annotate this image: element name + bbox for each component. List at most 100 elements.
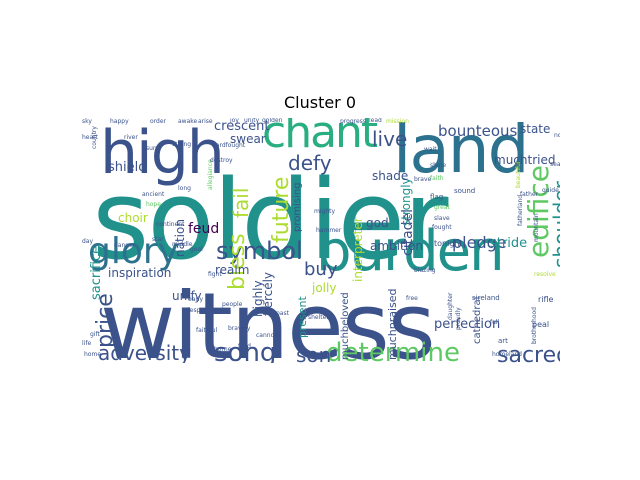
- word-bounteous: bounteous: [438, 122, 518, 140]
- chart-title: Cluster 0: [283, 93, 357, 112]
- word-sound: sound: [454, 187, 475, 195]
- word-order: order: [150, 118, 167, 125]
- word-tonight: tonight: [434, 239, 463, 248]
- word-allegiance: allegiance: [207, 159, 214, 190]
- word-shine: shine: [430, 162, 446, 169]
- word-death: death: [306, 307, 324, 314]
- word-home: home: [84, 351, 101, 358]
- word-shoulder: shoulder: [549, 180, 573, 268]
- word-live: live: [372, 127, 407, 151]
- word-asiduous: asiduous: [566, 169, 579, 218]
- word-art: art: [498, 337, 508, 345]
- word-field: field: [238, 343, 251, 350]
- word-fatherland: fatherland: [517, 195, 524, 226]
- word-song: song: [214, 338, 276, 368]
- word-daughter: daughter: [447, 292, 454, 320]
- word-lead: lead: [369, 117, 382, 124]
- word-son: son: [296, 343, 331, 367]
- word-present: present: [296, 295, 309, 338]
- word-free: free: [406, 295, 418, 302]
- word-peal: peal: [532, 320, 549, 329]
- word-glory: glory: [88, 231, 179, 272]
- word-ambition: ambition: [370, 239, 423, 253]
- word-price: price: [93, 293, 118, 348]
- word-future: future: [269, 177, 294, 243]
- word-soldier: soldier: [92, 156, 449, 284]
- word-ancient: ancient: [142, 191, 165, 198]
- word-proudly: proudly: [455, 307, 462, 330]
- word-people: people: [222, 301, 243, 308]
- word-nation: nation: [173, 219, 187, 257]
- word-sireland: sireland: [472, 294, 500, 302]
- word-defy: defy: [288, 151, 332, 175]
- word-mighty: mighty: [314, 208, 335, 215]
- word-pledge: pledge: [452, 233, 507, 252]
- word-witness: witness: [100, 273, 434, 380]
- word-shade: shade: [372, 169, 408, 183]
- word-arise: arise: [198, 118, 213, 125]
- word-golden: golden: [262, 117, 283, 124]
- word-buy: buy: [304, 259, 338, 280]
- word-promising: promising: [292, 182, 303, 232]
- word-awake: awake: [178, 118, 198, 125]
- word-swear: swear: [230, 132, 266, 146]
- word-destroy: destroy: [210, 157, 233, 164]
- word-goal: goal: [190, 246, 203, 253]
- word-sacred: sacred: [497, 343, 570, 368]
- word-god: god: [366, 216, 389, 230]
- word-happy: happy: [110, 118, 129, 125]
- word-crescent: crescent: [214, 119, 269, 134]
- word-state: state: [520, 122, 550, 136]
- word-brave: brave: [414, 176, 432, 183]
- word-inspiration: inspiration: [108, 266, 171, 280]
- word-high: high: [100, 118, 223, 188]
- word-full: full: [490, 319, 500, 326]
- word-faithful: faithful: [196, 327, 218, 334]
- word-interpreter: interpreter: [351, 217, 365, 282]
- word-mountain: mountain: [533, 213, 540, 242]
- word-heart: heart: [82, 134, 99, 141]
- word-sacrifice: sacrifice: [89, 246, 104, 300]
- word-muchtried: muchtried: [494, 153, 555, 167]
- word-homeland: homeland: [492, 351, 522, 358]
- word-strong: strong: [172, 141, 191, 148]
- word-cannon: cannon: [256, 332, 278, 339]
- word-middle: middle: [172, 241, 193, 248]
- word-sun: sun: [146, 145, 157, 152]
- word-unity: unity: [244, 117, 260, 124]
- word-cathedral: cathedral: [472, 297, 483, 344]
- word-progress: progress: [340, 118, 366, 125]
- word-flag: flag: [430, 193, 443, 201]
- word-citadel: citadel: [400, 209, 416, 256]
- word-danger: danger: [114, 242, 136, 249]
- word-nod: nod: [554, 132, 565, 139]
- word-beautiful: beautiful: [515, 161, 522, 188]
- word-shield: shield: [108, 160, 147, 175]
- word-wait: wait: [424, 146, 437, 153]
- word-symbol: symbol: [216, 237, 303, 265]
- word-burden: burden: [316, 219, 503, 284]
- word-joy: joy: [229, 117, 239, 124]
- word-realm: realm: [215, 263, 249, 277]
- word-despot: despot: [186, 307, 207, 314]
- word-father: father: [520, 191, 539, 198]
- word-bravely: bravely: [228, 325, 251, 332]
- word-brotherhood: brotherhood: [531, 307, 538, 344]
- word-star: star: [152, 236, 164, 243]
- word-unify: unify: [172, 289, 202, 303]
- word-continent: continent: [156, 221, 185, 228]
- word-fight: fight: [208, 271, 222, 278]
- word-fiercely: fiercely: [261, 272, 275, 316]
- word-mission: mission: [386, 118, 409, 125]
- word-strongly: strongly: [399, 177, 413, 226]
- word-bless: bless: [225, 233, 250, 290]
- word-slave: slave: [434, 215, 450, 222]
- word-rifle: rifle: [538, 295, 554, 304]
- word-shelter: shelter: [308, 314, 329, 321]
- word-muchbeloved: muchbeloved: [340, 292, 351, 360]
- word-choir: choir: [118, 211, 148, 225]
- word-highly: highly: [251, 280, 265, 317]
- word-hope: hope: [146, 201, 161, 208]
- word-country: country: [91, 126, 98, 149]
- word-sky: sky: [82, 118, 92, 125]
